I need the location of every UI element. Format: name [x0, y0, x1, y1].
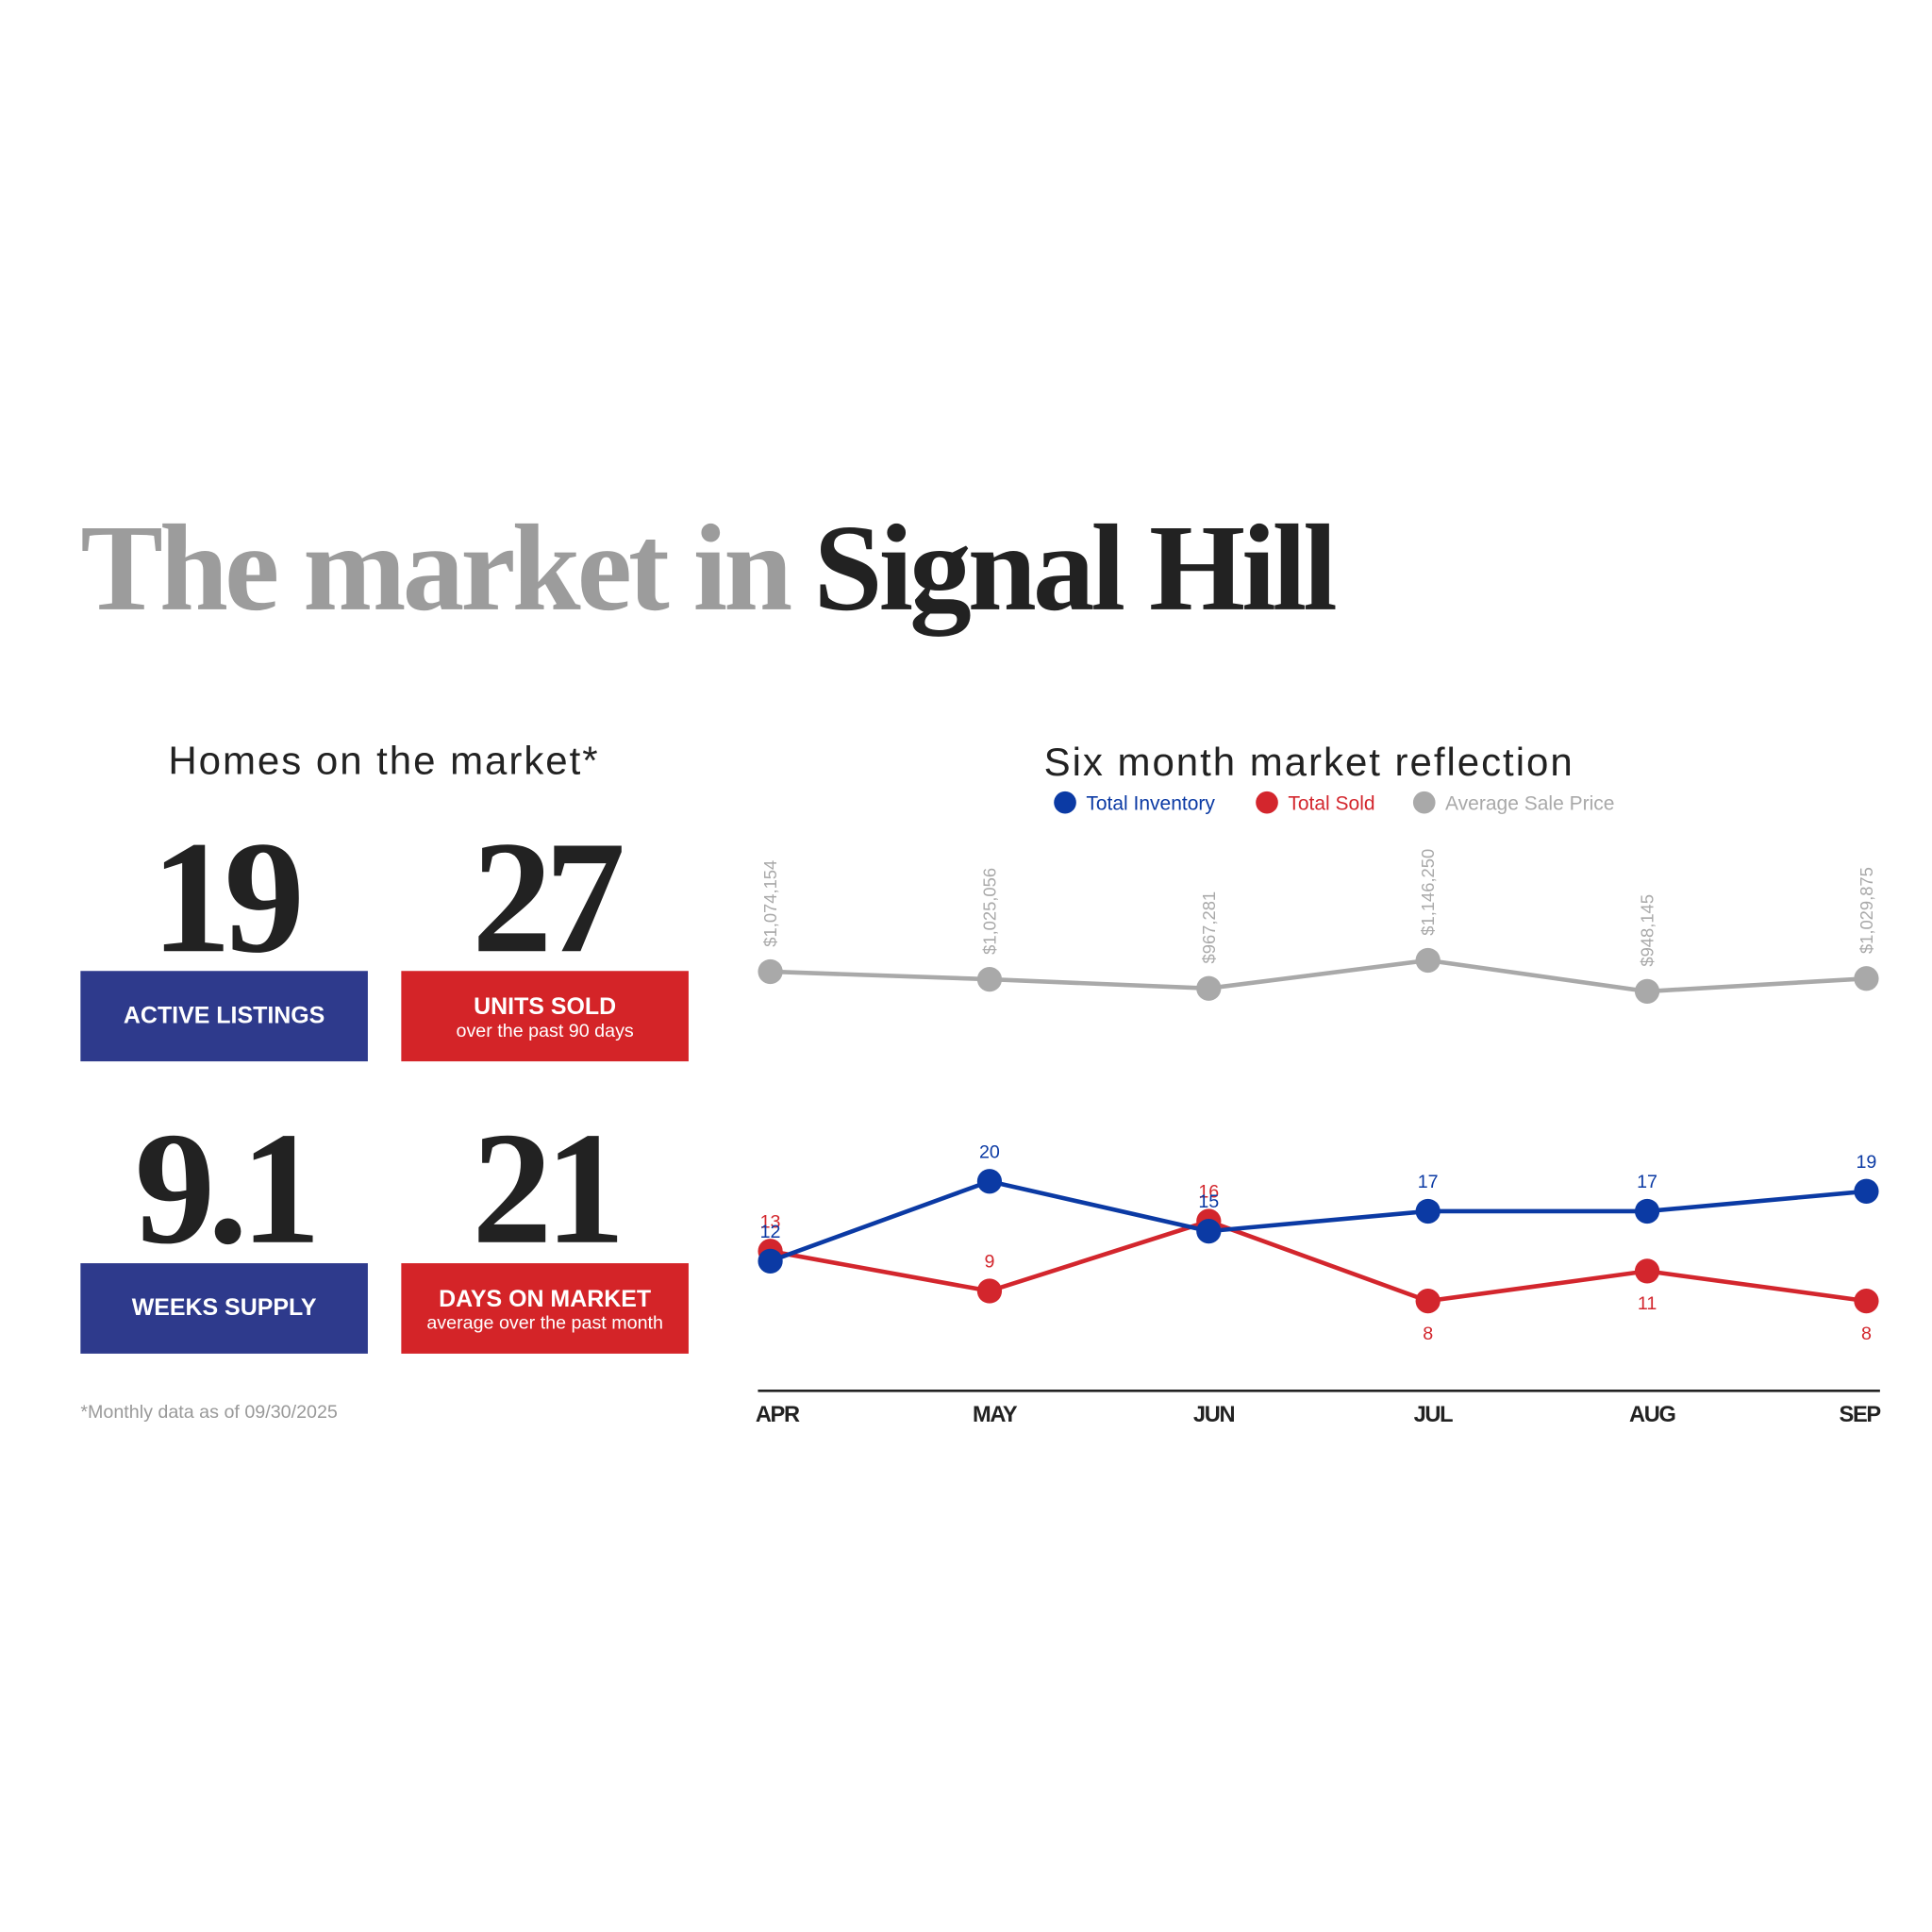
legend-marker: [1256, 791, 1278, 814]
data-point: [1854, 966, 1879, 991]
legend-label: Total Sold: [1288, 793, 1374, 815]
stat-value: 21: [472, 1099, 618, 1277]
x-tick-label: MAY: [973, 1403, 1018, 1427]
data-label: 15: [1198, 1191, 1219, 1212]
stat-box: [80, 1263, 368, 1354]
legend-label: Total Inventory: [1086, 793, 1215, 815]
legend-marker: [1054, 791, 1076, 814]
data-label: 19: [1856, 1152, 1876, 1173]
data-point: [1854, 1289, 1879, 1314]
title: The market in Signal Hill: [80, 500, 1336, 637]
data-label: 9: [984, 1252, 994, 1273]
x-tick-label: JUN: [1193, 1403, 1235, 1427]
data-label: $967,281: [1199, 891, 1219, 964]
data-label: 8: [1423, 1324, 1433, 1344]
data-point: [1634, 1198, 1660, 1224]
data-point: [976, 1169, 1003, 1194]
stat-sublabel: average over the past month: [426, 1313, 663, 1334]
data-label: $1,025,056: [980, 868, 1000, 955]
chart: APR MAY JUN JUL AUG SEP Total Inventory Total S…: [756, 791, 1882, 1427]
stat-label: UNITS SOLD: [474, 993, 616, 1020]
data-point: [1196, 1218, 1222, 1244]
data-point: [976, 1278, 1003, 1304]
footnote: *Monthly data as of 09/30/2025: [80, 1402, 338, 1423]
title-lead: The market in: [80, 500, 791, 637]
data-label: $1,146,250: [1418, 849, 1438, 936]
stat-box: [401, 971, 689, 1062]
data-point: [1415, 1289, 1441, 1314]
data-point: [758, 1248, 783, 1274]
stat-box: [401, 1263, 689, 1354]
data-point: [1196, 975, 1222, 1001]
data-label: $948,145: [1638, 894, 1657, 967]
data-point: [1415, 1198, 1441, 1224]
stat-box: [80, 971, 368, 1062]
data-point: [1634, 1258, 1660, 1284]
data-label: 11: [1638, 1293, 1657, 1314]
stat-value: 9.1: [135, 1099, 314, 1277]
title-place: Signal Hill: [814, 500, 1337, 637]
data-label: 17: [1637, 1172, 1657, 1192]
data-label: 12: [760, 1222, 781, 1242]
data-point: [1854, 1178, 1879, 1204]
chart-title: Six month market reflection: [1044, 740, 1574, 784]
series-line: [770, 958, 1867, 994]
data-point: [758, 958, 783, 985]
x-tick-label: AUG: [1629, 1403, 1675, 1427]
x-tick-label: SEP: [1840, 1403, 1881, 1427]
stat-value: 19: [151, 808, 299, 986]
data-label: 16: [1198, 1182, 1219, 1203]
homes-heading: Homes on the market*: [168, 739, 599, 783]
stat-label: WEEKS SUPPLY: [132, 1294, 317, 1321]
stat-label: DAYS ON MARKET: [439, 1286, 651, 1312]
data-label: 20: [979, 1141, 1000, 1162]
data-point: [1634, 978, 1660, 1005]
x-tick-label: JUL: [1414, 1403, 1454, 1427]
data-label: $1,029,875: [1857, 867, 1876, 954]
stat-value: 27: [472, 808, 622, 986]
stat-sublabel: over the past 90 days: [457, 1021, 634, 1041]
series-line: [769, 1178, 1867, 1263]
data-point: [1415, 947, 1441, 974]
series-line: [770, 1219, 1867, 1304]
data-label: $1,074,154: [760, 860, 780, 947]
data-point: [976, 966, 1003, 992]
legend-label: Average Sale Price: [1445, 793, 1614, 815]
legend-marker: [1412, 791, 1436, 814]
data-label: 17: [1418, 1172, 1439, 1192]
x-tick-label: APR: [756, 1403, 800, 1427]
data-label: 13: [760, 1211, 781, 1232]
data-label: 8: [1861, 1324, 1872, 1344]
stat-label: ACTIVE LISTINGS: [124, 1002, 325, 1028]
